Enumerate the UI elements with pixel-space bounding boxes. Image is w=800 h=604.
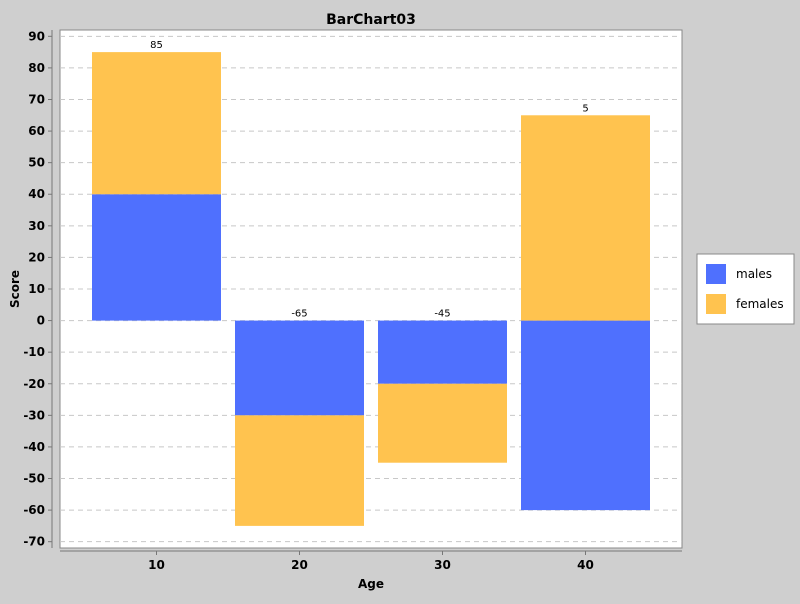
x-tick-label: 40 xyxy=(577,558,594,572)
x-tick-label: 30 xyxy=(434,558,451,572)
y-tick-label: 50 xyxy=(28,156,45,170)
bar-females-30 xyxy=(378,383,507,463)
y-tick-label: -10 xyxy=(23,345,45,359)
bars-group: 404585-30-35-65-20-25-45-60655 xyxy=(92,40,650,526)
y-tick-label: 70 xyxy=(28,92,45,106)
y-tick-label: 60 xyxy=(28,124,45,138)
y-tick-label: -70 xyxy=(23,535,45,549)
bar-females-10 xyxy=(92,52,221,195)
y-tick-label: 10 xyxy=(28,282,45,296)
total-label: 5 xyxy=(582,103,588,114)
legend-label-males: males xyxy=(736,267,772,281)
bar-females-40 xyxy=(521,115,650,321)
legend: males females xyxy=(696,253,795,325)
bar-females-20 xyxy=(235,415,364,526)
y-tick-label: -50 xyxy=(23,472,45,486)
y-tick-label: 30 xyxy=(28,219,45,233)
x-axis: 10 20 30 40 xyxy=(60,550,682,572)
bar-males-10 xyxy=(92,194,221,321)
y-axis: 90 80 70 60 50 40 30 20 10 0 -10 -20 -30 -40 -50 -60 -70 xyxy=(23,29,53,549)
x-tick-label: 20 xyxy=(291,558,308,572)
bar-males-30 xyxy=(378,320,507,384)
bar-males-40 xyxy=(521,320,650,511)
total-label: 85 xyxy=(150,40,163,51)
total-label: -65 xyxy=(291,309,307,320)
legend-swatch-females xyxy=(706,294,726,314)
legend-swatch-males xyxy=(706,264,726,284)
x-tick-label: 10 xyxy=(148,558,165,572)
y-tick-label: 20 xyxy=(28,250,45,264)
y-axis-label: Score xyxy=(8,270,22,308)
y-tick-label: -40 xyxy=(23,440,45,454)
y-tick-label: -20 xyxy=(23,377,45,391)
bar-males-20 xyxy=(235,320,364,416)
y-tick-label: 40 xyxy=(28,187,45,201)
y-tick-label: 0 xyxy=(37,314,45,328)
chart-title: BarChart03 xyxy=(326,12,416,28)
legend-label-females: females xyxy=(736,297,784,311)
y-tick-label: -60 xyxy=(23,503,45,517)
y-tick-label: -30 xyxy=(23,408,45,422)
x-axis-label: Age xyxy=(358,577,384,591)
y-tick-label: 90 xyxy=(28,29,45,43)
y-tick-label: 80 xyxy=(28,61,45,75)
total-label: -45 xyxy=(434,309,450,320)
